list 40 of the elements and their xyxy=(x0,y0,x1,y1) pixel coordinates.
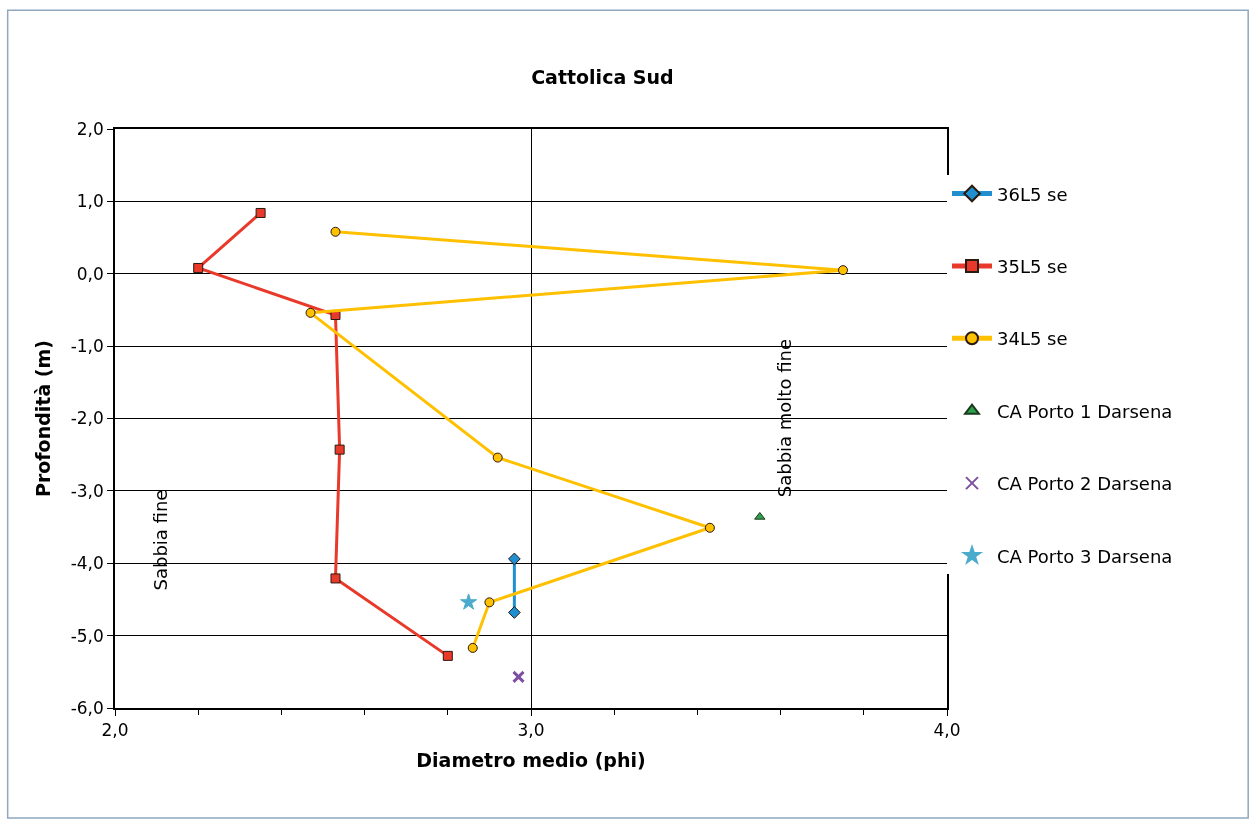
point xyxy=(508,606,521,619)
y-tick-label: 1,0 xyxy=(76,191,104,212)
point xyxy=(442,650,453,661)
x-tick-label: 3,0 xyxy=(517,720,545,741)
legend-label: 36L5 se xyxy=(997,183,1068,205)
point xyxy=(754,511,766,520)
x-tick-label: 2,0 xyxy=(101,720,129,741)
y-tick-label: 0,0 xyxy=(76,263,104,284)
point xyxy=(838,265,848,276)
point xyxy=(255,207,266,218)
point xyxy=(305,307,316,318)
x-axis-title: Diametro medio (phi) xyxy=(416,749,646,772)
legend-label: CA Porto 2 Darsena xyxy=(997,473,1173,495)
point xyxy=(704,522,715,533)
y-tick-label: -5,0 xyxy=(70,625,104,646)
point xyxy=(467,642,478,653)
y-tick-label: -6,0 xyxy=(70,697,104,718)
legend-label: 34L5 se xyxy=(997,328,1068,350)
y-tick-label: -4,0 xyxy=(70,553,104,574)
point xyxy=(508,552,521,566)
legend-label: 35L5 se xyxy=(997,255,1068,277)
legend-label: CA Porto 3 Darsena xyxy=(997,545,1173,567)
point xyxy=(492,452,503,463)
annotation: Sabbia fine xyxy=(150,489,172,591)
x-tick-label: 4,0 xyxy=(933,720,961,741)
chart-title: Cattolica Sud xyxy=(531,65,674,88)
legend-label: CA Porto 1 Darsena xyxy=(997,400,1173,422)
point xyxy=(330,226,341,237)
point xyxy=(193,262,204,273)
y-tick-label: -1,0 xyxy=(70,336,104,357)
point xyxy=(484,597,495,608)
point xyxy=(512,670,526,684)
y-tick-label: 2,0 xyxy=(76,118,104,139)
y-axis-title: Profondità (m) xyxy=(32,340,55,497)
annotation: Sabbia molto fine xyxy=(774,339,796,498)
point xyxy=(334,444,345,455)
point xyxy=(330,573,341,584)
point xyxy=(460,593,478,610)
y-tick-label: -2,0 xyxy=(70,408,104,429)
y-tick-label: -3,0 xyxy=(70,480,104,501)
